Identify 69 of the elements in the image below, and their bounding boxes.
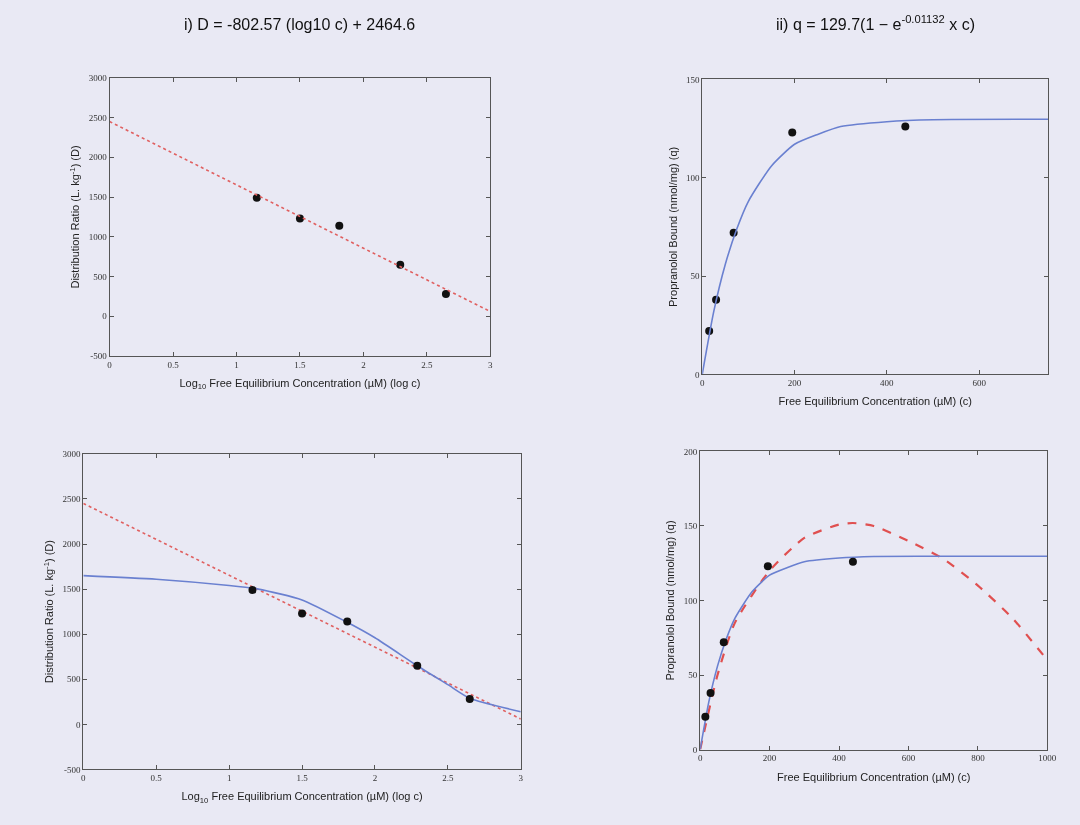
y-tick-label: 0 bbox=[102, 311, 108, 322]
x-tick-label: 200 bbox=[762, 753, 777, 764]
y-axis-title: Propranolol Bound (nmol/mg) (q) bbox=[666, 146, 679, 307]
y-tick-label: -500 bbox=[64, 764, 82, 775]
y-tick-label: 3000 bbox=[88, 72, 108, 83]
line-series bbox=[83, 574, 521, 713]
x-tick-label: 2.5 bbox=[442, 773, 454, 784]
y-tick-label: 0 bbox=[694, 369, 700, 380]
point bbox=[788, 128, 797, 137]
y-tick-label: -500 bbox=[90, 351, 108, 362]
point bbox=[413, 661, 422, 670]
x-tick-label: 1.5 bbox=[296, 773, 309, 784]
y-tick-label: 0 bbox=[76, 719, 82, 730]
point bbox=[848, 557, 857, 566]
point bbox=[701, 712, 710, 721]
y-tick-label: 2000 bbox=[62, 539, 82, 550]
y-axis-title: Propranolol Bound (nmol/mg) (q) bbox=[664, 520, 677, 681]
y-tick-label: 1500 bbox=[62, 584, 82, 595]
y-tick-label: 2500 bbox=[62, 494, 82, 505]
x-axis-title: Log$_{10}$ Free Equilibrium Concentration (µM) (log c) bbox=[179, 377, 421, 392]
point bbox=[719, 638, 728, 647]
y-tick-label: 50 bbox=[690, 271, 700, 282]
y-tick-label: 500 bbox=[93, 271, 108, 282]
y-tick-label: 2000 bbox=[88, 152, 108, 163]
point bbox=[763, 562, 772, 571]
x-tick-label: 2 bbox=[372, 773, 378, 784]
x-tick-label: 1 bbox=[226, 773, 232, 784]
y-tick-label: 150 bbox=[683, 521, 698, 532]
x-tick-label: 0.5 bbox=[150, 773, 163, 784]
y-tick-label: 100 bbox=[683, 595, 698, 606]
point bbox=[343, 617, 352, 626]
point bbox=[901, 122, 910, 131]
y-tick-label: 1500 bbox=[88, 192, 108, 203]
point bbox=[335, 221, 344, 230]
x-axis-title: Log$_{10}$ Free Equilibrium Concentration (µM) (log c) bbox=[181, 790, 423, 805]
point bbox=[298, 609, 307, 618]
y-tick-label: 0 bbox=[692, 744, 698, 755]
y-tick-label: 200 bbox=[683, 446, 698, 457]
x-tick-label: 3 bbox=[488, 359, 494, 370]
chart-title: ii) q = 129.7(1 − e$^{-0.01132}$ x c) bbox=[776, 13, 975, 33]
y-tick-label: 3000 bbox=[62, 448, 82, 459]
y-tick-label: 1000 bbox=[62, 629, 82, 640]
point bbox=[248, 586, 257, 595]
x-tick-label: 400 bbox=[832, 753, 847, 764]
x-axis-title: Free Equilibrium Concentration (µM) (c) bbox=[777, 770, 971, 783]
y-tick-label: 500 bbox=[67, 674, 82, 685]
y-tick-label: 2500 bbox=[88, 112, 108, 123]
x-tick-label: 200 bbox=[787, 378, 802, 389]
x-tick-label: 0.5 bbox=[167, 359, 180, 370]
point bbox=[465, 695, 474, 704]
y-tick-label: 150 bbox=[685, 74, 700, 85]
point bbox=[441, 290, 450, 299]
x-tick-label: 400 bbox=[880, 378, 895, 389]
line-series bbox=[702, 118, 1049, 375]
x-tick-label: 1.5 bbox=[294, 359, 307, 370]
x-tick-label: 800 bbox=[971, 753, 986, 764]
x-tick-label: 2.5 bbox=[421, 359, 433, 370]
x-tick-label: 1 bbox=[234, 359, 239, 370]
x-axis-title: Free Equilibrium Concentration (µM) (c) bbox=[778, 395, 973, 408]
x-tick-label: 600 bbox=[972, 378, 987, 389]
x-tick-label: 600 bbox=[901, 753, 916, 764]
x-tick-label: 2 bbox=[361, 359, 366, 370]
x-tick-label: 1000 bbox=[1038, 753, 1057, 764]
chart-title: i) D = -802.57 (log10 c) + 2464.6 bbox=[184, 16, 416, 33]
y-tick-label: 50 bbox=[688, 670, 698, 681]
x-tick-label: 3 bbox=[518, 773, 524, 784]
y-tick-label: 1000 bbox=[88, 231, 108, 242]
point bbox=[706, 688, 715, 697]
y-tick-label: 100 bbox=[685, 172, 700, 183]
